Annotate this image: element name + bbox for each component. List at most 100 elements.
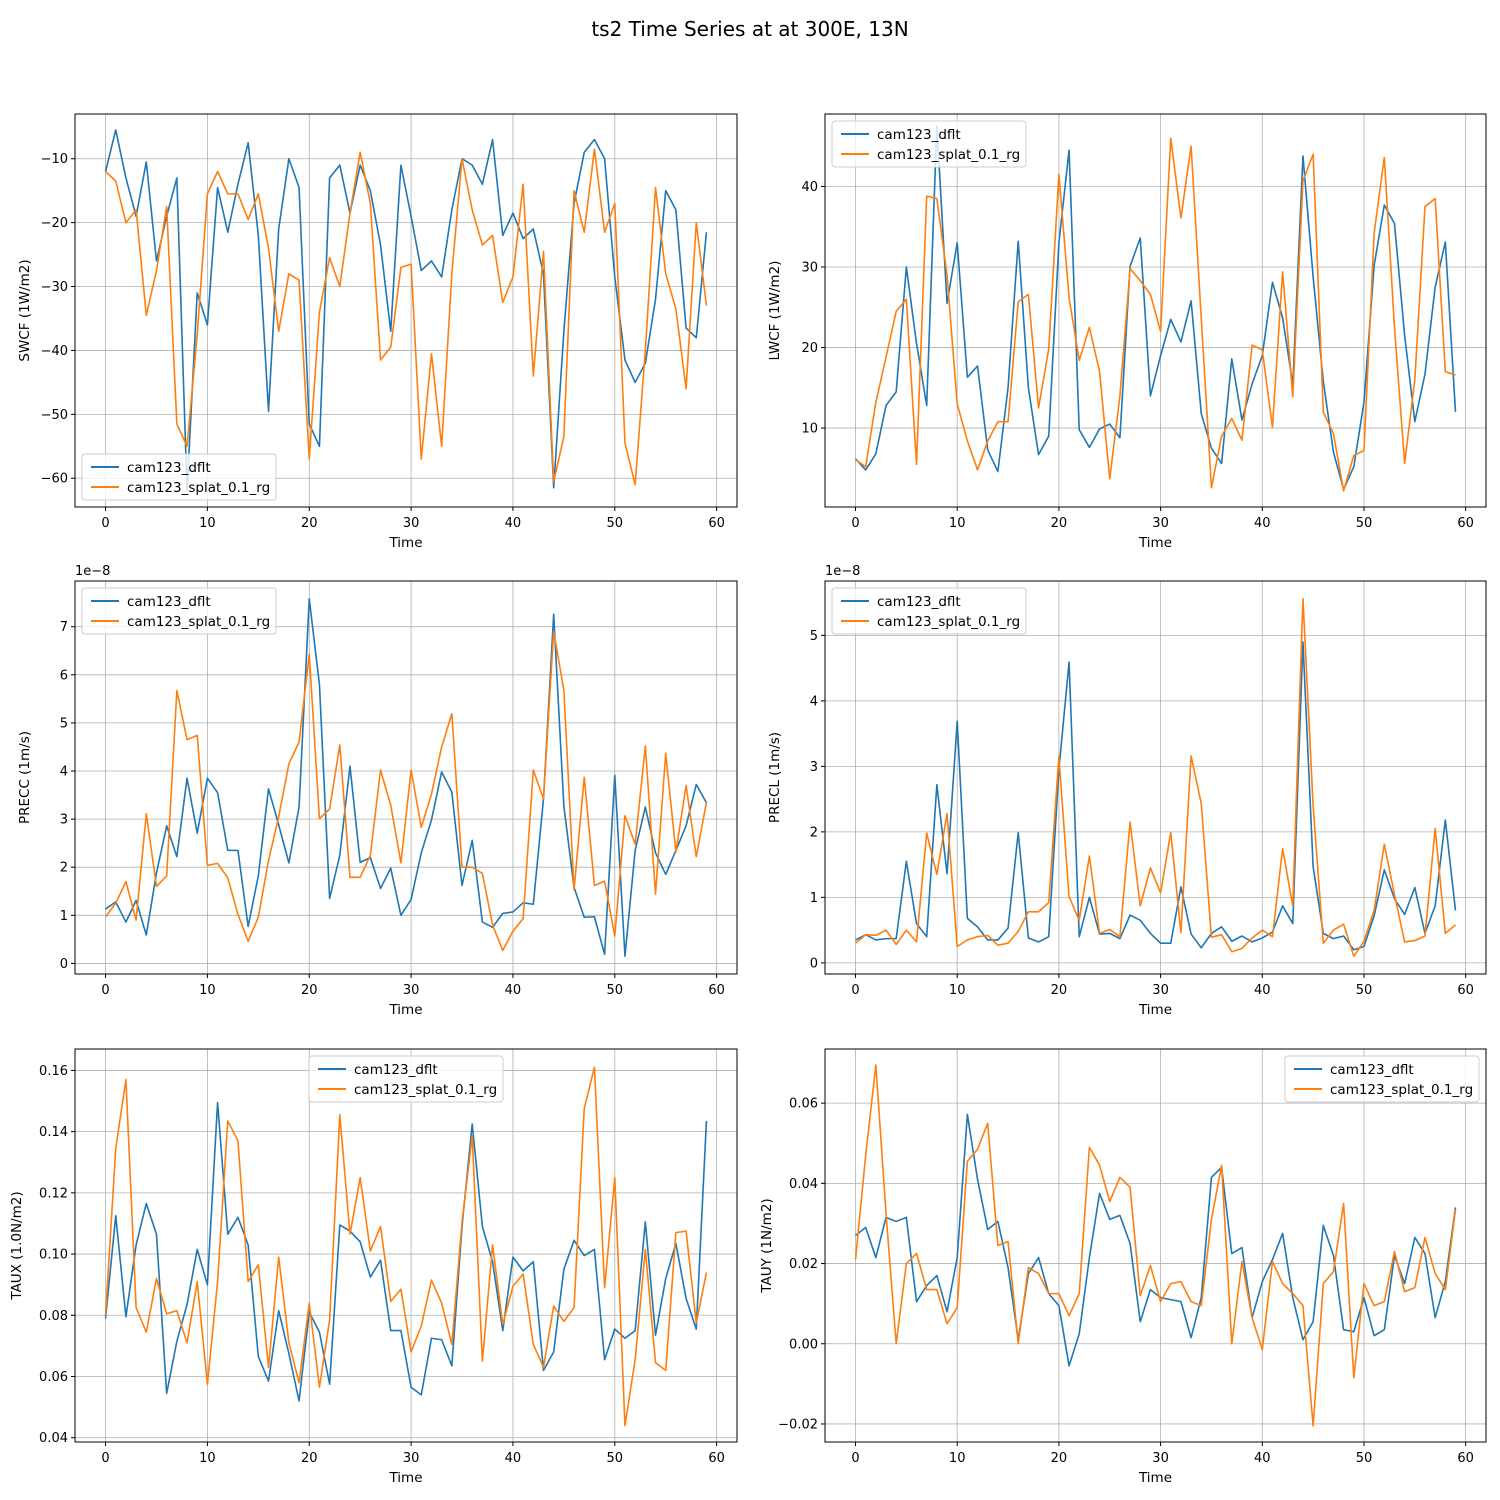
y-tick-label: −60 bbox=[41, 472, 68, 487]
series-lines bbox=[104, 129, 708, 492]
y-tick-label: 0.16 bbox=[39, 1064, 68, 1079]
y-tick-label: 4 bbox=[60, 765, 68, 780]
y-tick-label: 0.06 bbox=[789, 1097, 818, 1112]
series-line-dflt bbox=[104, 1101, 708, 1402]
subplot-grid: 0 10 20 30 40 50 60−60−50−40−30−20−10TimeSWCF … bbox=[9, 113, 1487, 1486]
y-tick-label: 30 bbox=[801, 261, 818, 276]
x-tick-label: 30 bbox=[1152, 983, 1169, 998]
subplot-2: 0 10 20 30 40 50 60 10 20 30 40 Time LWCF (1W/m2) cam… bbox=[767, 113, 1487, 551]
legend-box bbox=[831, 120, 1027, 168]
subplot-3: 0 10 20 30 40 50 60 0 1 2 3 4 5 6 7 Time PRECC (1m/s) 1e−… bbox=[17, 564, 738, 1018]
x-axis-label: Time bbox=[388, 1470, 422, 1486]
x-tick-label: 10 bbox=[199, 516, 216, 531]
gridlines bbox=[75, 1049, 737, 1442]
y-tick-label: −10 bbox=[41, 152, 68, 167]
legend-label: cam123_splat_0.1_rg bbox=[127, 480, 270, 496]
y-tick-label: −0.02 bbox=[778, 1417, 818, 1432]
gridlines bbox=[75, 114, 737, 507]
y-tick-label: 5 bbox=[810, 629, 818, 644]
x-tick-label: 60 bbox=[1457, 516, 1474, 531]
x-axis-label: Time bbox=[388, 1002, 422, 1018]
legend-label: cam123_splat_0.1_rg bbox=[1330, 1082, 1473, 1098]
legend: cam123_dflt cam123_splat_0.1_rg bbox=[81, 453, 277, 501]
axes-frame bbox=[824, 113, 1487, 508]
y-tick-label: 2 bbox=[60, 861, 68, 876]
x-tick-label: 0 bbox=[101, 516, 109, 531]
gridlines bbox=[825, 581, 1486, 974]
gridlines bbox=[825, 1049, 1486, 1442]
legend: cam123_dflt cam123_splat_0.1_rg bbox=[81, 587, 277, 635]
legend-box bbox=[81, 453, 277, 501]
x-tick-label: 30 bbox=[403, 1451, 420, 1466]
legend-box bbox=[308, 1055, 504, 1103]
x-tick-label: 30 bbox=[1152, 1451, 1169, 1466]
series-lines bbox=[854, 1064, 1457, 1427]
x-axis-label: Time bbox=[1138, 535, 1172, 551]
x-tick-label: 50 bbox=[607, 516, 624, 531]
legend-label: cam123_dflt bbox=[354, 1062, 438, 1078]
y-tick-label: 0.12 bbox=[39, 1186, 68, 1201]
y-tick-label: 20 bbox=[801, 341, 818, 356]
axes-frame bbox=[74, 580, 738, 975]
y-tick-label: 0 bbox=[810, 956, 818, 971]
series-lines bbox=[854, 125, 1457, 492]
series-line-dflt bbox=[105, 597, 708, 958]
y-tick-label: 0.04 bbox=[789, 1177, 818, 1192]
axes-frame bbox=[824, 580, 1487, 975]
x-tick-label: 50 bbox=[1356, 983, 1373, 998]
legend-box bbox=[1284, 1055, 1480, 1103]
y-tick-label: −20 bbox=[41, 216, 68, 231]
y-axis-label: PRECL (1m/s) bbox=[767, 732, 783, 823]
x-tick-label: 40 bbox=[505, 516, 522, 531]
y-tick-label: 1 bbox=[810, 891, 818, 906]
y-tick-label: 6 bbox=[60, 668, 68, 683]
y-tick-label: 0.10 bbox=[39, 1248, 68, 1263]
series-line-splat bbox=[105, 148, 708, 486]
y-tick-label: 0.02 bbox=[789, 1257, 818, 1272]
y-tick-label: 40 bbox=[801, 180, 818, 195]
x-tick-label: 0 bbox=[101, 1451, 109, 1466]
axes-frame bbox=[74, 1048, 738, 1443]
y-tick-label: 0.04 bbox=[39, 1431, 68, 1446]
series-line-dflt bbox=[855, 641, 1457, 951]
x-tick-label: 10 bbox=[949, 1451, 966, 1466]
y-tick-label: 3 bbox=[810, 760, 818, 775]
x-tick-label: 40 bbox=[505, 1451, 522, 1466]
legend-label: cam123_dflt bbox=[127, 460, 211, 476]
series-line-splat bbox=[854, 597, 1457, 958]
legend-label: cam123_splat_0.1_rg bbox=[127, 614, 270, 630]
x-tick-label: 60 bbox=[708, 516, 725, 531]
x-tick-label: 0 bbox=[851, 983, 859, 998]
x-tick-label: 10 bbox=[199, 983, 216, 998]
y-tick-label: 2 bbox=[810, 825, 818, 840]
legend: cam123_dflt cam123_splat_0.1_rg bbox=[308, 1055, 504, 1103]
x-tick-label: 50 bbox=[607, 983, 624, 998]
series-lines bbox=[854, 597, 1457, 958]
series-line-splat bbox=[855, 137, 1456, 492]
legend-label: cam123_dflt bbox=[877, 594, 961, 610]
x-tick-label: 10 bbox=[949, 516, 966, 531]
y-tick-label: −30 bbox=[41, 280, 68, 295]
x-tick-label: 60 bbox=[1457, 1451, 1474, 1466]
y-tick-label: 5 bbox=[60, 716, 68, 731]
subplot-4: 0 10 20 30 40 50 60 0 1 2 3 4 5 Time PRECL (1m/s) 1e−8 c… bbox=[767, 564, 1487, 1018]
y-tick-label: 1 bbox=[60, 909, 68, 924]
legend-label: cam123_splat_0.1_rg bbox=[354, 1082, 497, 1098]
x-tick-label: 20 bbox=[1051, 516, 1068, 531]
x-tick-label: 40 bbox=[1254, 1451, 1271, 1466]
legend: cam123_dflt cam123_splat_0.1_rg bbox=[1284, 1055, 1480, 1103]
legend-box bbox=[81, 587, 277, 635]
subplot-6: 0 10 20 30 40 50 60 −0.02 0.00 0.02 0.04 0.06 Time TA… bbox=[759, 1048, 1487, 1486]
x-tick-label: 60 bbox=[708, 983, 725, 998]
x-tick-label: 30 bbox=[403, 983, 420, 998]
y-tick-label: 3 bbox=[60, 813, 68, 828]
legend-label: cam123_dflt bbox=[877, 127, 961, 143]
series-line-splat bbox=[854, 1064, 1457, 1427]
series-lines bbox=[104, 597, 708, 958]
gridlines bbox=[75, 581, 737, 974]
y-axis-label: PRECC (1m/s) bbox=[17, 731, 33, 824]
x-tick-label: 20 bbox=[1051, 983, 1068, 998]
series-line-splat bbox=[104, 1066, 708, 1427]
legend: cam123_dflt cam123_splat_0.1_rg bbox=[831, 120, 1027, 168]
